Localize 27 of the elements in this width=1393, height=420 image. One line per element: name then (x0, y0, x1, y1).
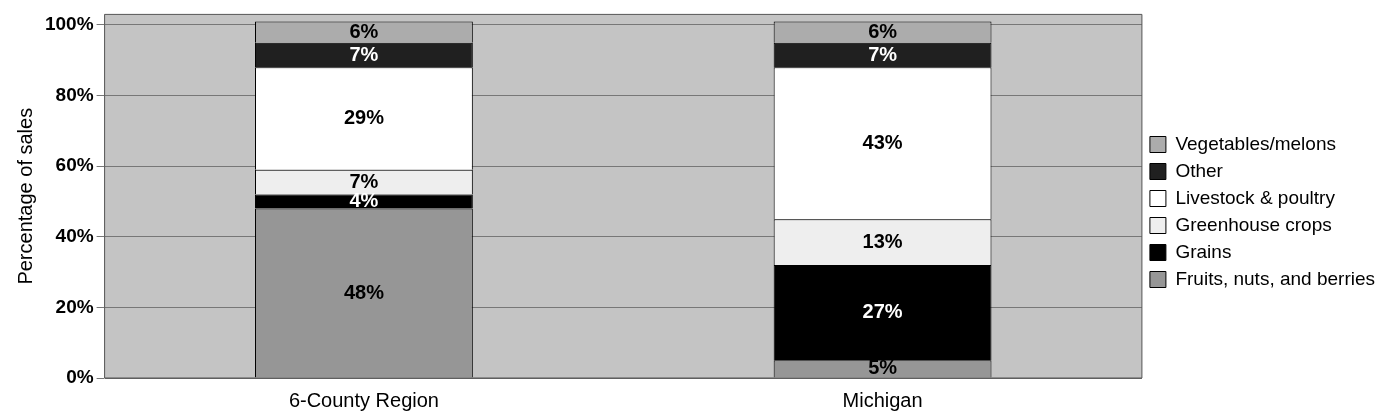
y-tick-label: 40% (55, 225, 94, 247)
data-label: 7% (349, 169, 379, 192)
data-label: 27% (862, 300, 903, 323)
y-tick-label: 0% (66, 366, 94, 388)
y-tick-label: 20% (55, 295, 94, 317)
data-label: 5% (868, 356, 898, 379)
y-tick-label: 80% (55, 83, 94, 105)
data-label: 4% (349, 189, 379, 212)
legend-label: Vegetables/melons (1175, 132, 1336, 154)
data-label: 7% (349, 42, 379, 65)
data-label: 6% (868, 19, 898, 42)
legend-label: Fruits, nuts, and berries (1175, 267, 1376, 289)
data-label: 48% (343, 280, 385, 303)
y-tick-label: 100% (44, 13, 94, 35)
data-label: 7% (868, 42, 898, 65)
y-tick-label: 60% (55, 154, 94, 176)
legend-label: Livestock & poultry (1175, 186, 1336, 208)
data-label: 6% (349, 19, 379, 42)
data-label: 13% (862, 229, 903, 252)
data-label: 43% (862, 130, 903, 153)
x-tick-label: Michigan (842, 388, 923, 411)
x-tick-label: 6-County Region (288, 388, 439, 411)
data-label: 29% (343, 106, 385, 129)
legend-label: Greenhouse crops (1175, 213, 1332, 235)
legend-label: Other (1175, 159, 1224, 181)
y-axis-title: Percentage of sales (13, 107, 36, 285)
legend-label: Grains (1175, 240, 1232, 262)
